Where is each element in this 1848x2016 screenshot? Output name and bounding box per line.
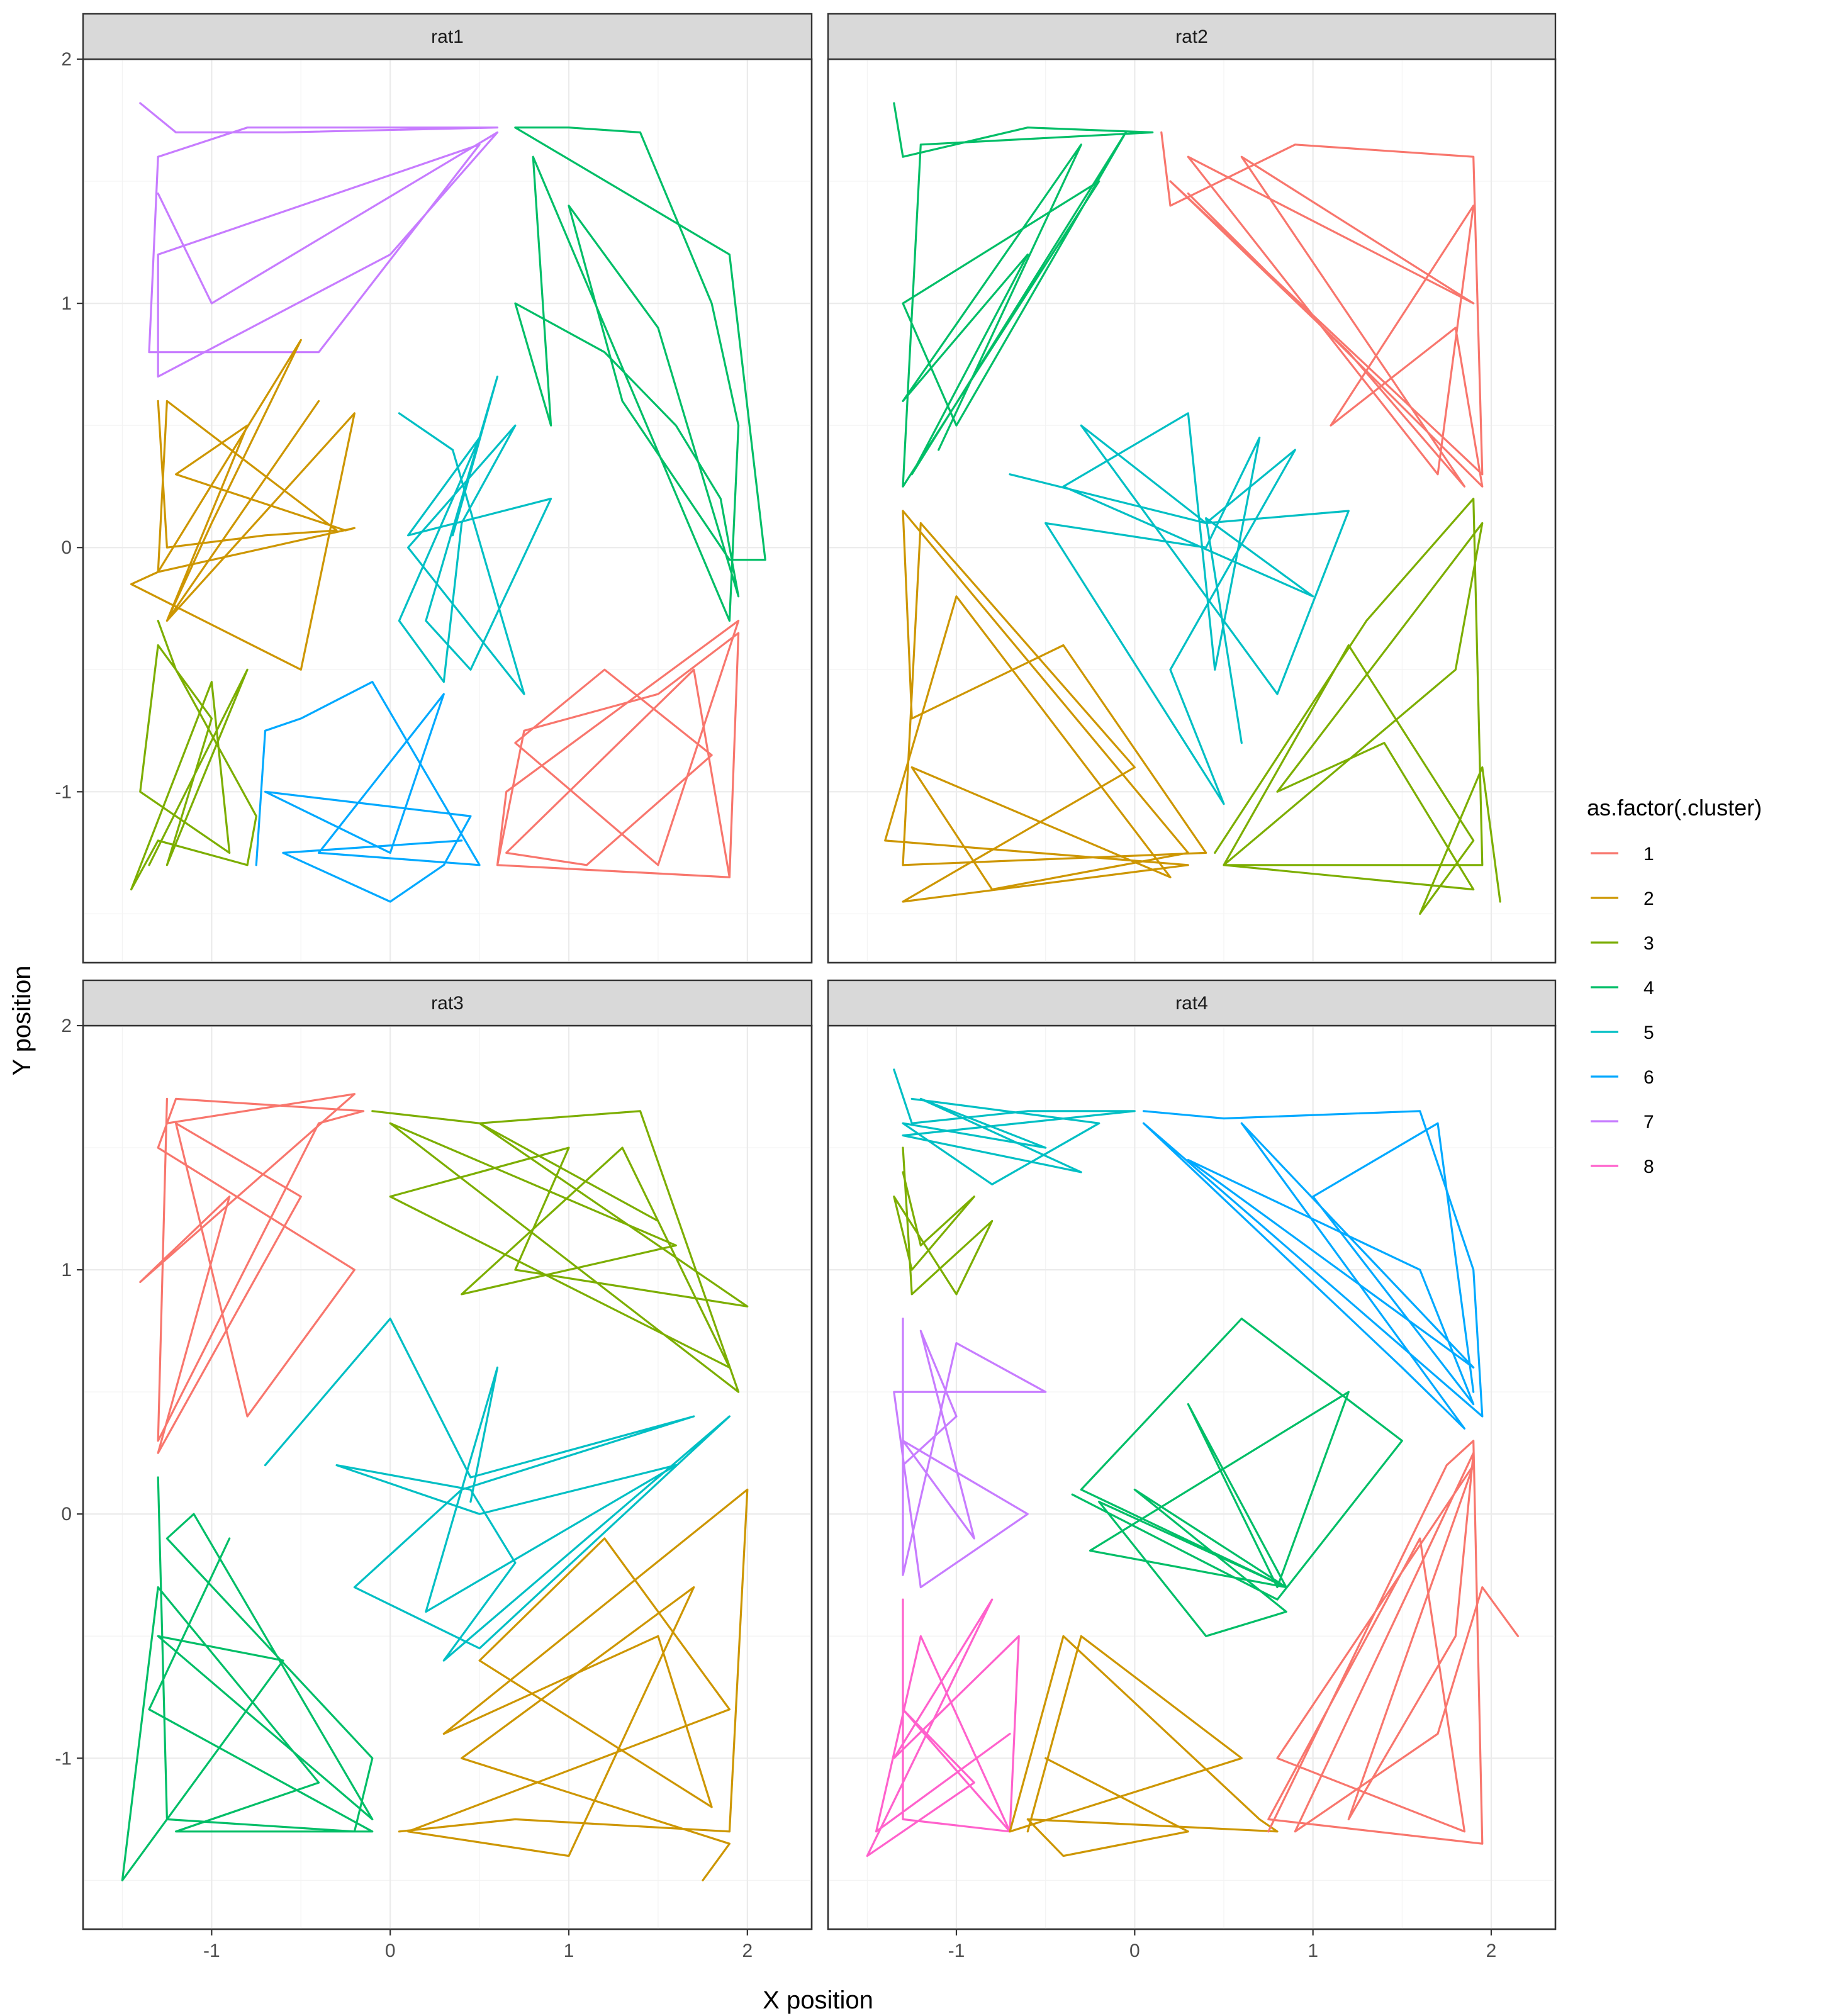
trace-cluster-6 (255, 681, 481, 903)
trace-cluster-4 (893, 102, 1154, 488)
x-axis-title: X position (763, 1986, 873, 2014)
facet-strip-label: rat3 (431, 993, 464, 1014)
x-tick-label: -1 (948, 1940, 965, 1961)
trace-cluster-3 (893, 1146, 994, 1296)
trace-cluster-4 (1071, 1318, 1403, 1637)
trace-cluster-5 (893, 1068, 1136, 1185)
legend-label: 2 (1644, 888, 1654, 909)
facet-rat3: rat3 (82, 979, 813, 1930)
legend-title: as.factor(.cluster) (1587, 795, 1762, 820)
legend-entry-6: 6 (1591, 1067, 1654, 1088)
traces (884, 102, 1501, 916)
trace-cluster-4 (514, 126, 766, 622)
trace-cluster-2 (1009, 1635, 1279, 1857)
y-tick-label: 2 (61, 1016, 72, 1036)
x-tick-label: -1 (203, 1940, 220, 1961)
y-tick-label: 1 (61, 1260, 72, 1280)
legend-entry-5: 5 (1591, 1022, 1654, 1043)
traces (130, 102, 766, 903)
legend: as.factor(.cluster) 1 2 3 4 5 6 7 8 (1587, 795, 1762, 1177)
axes: -1 0 1 2 -1 0 1 2 -1 0 1 2 -1 0 1 2 (55, 49, 1496, 1961)
traces (866, 1068, 1520, 1857)
facet-strip (82, 13, 813, 60)
x-tick-label: 0 (1129, 1940, 1140, 1961)
legend-label: 3 (1644, 933, 1654, 954)
legend-label: 5 (1644, 1022, 1654, 1043)
y-tick-label: -1 (55, 1748, 72, 1769)
trace-cluster-5 (398, 375, 552, 695)
legend-label: 4 (1644, 978, 1654, 999)
legend-label: 6 (1644, 1067, 1654, 1088)
facet-strip-label: rat2 (1175, 26, 1208, 47)
y-tick-label: -1 (55, 781, 72, 802)
facet-strip (827, 13, 1557, 60)
x-tick-label: 2 (742, 1940, 753, 1961)
trace-cluster-3 (130, 619, 257, 891)
x-tick-label: 1 (1308, 1940, 1318, 1961)
facet-strip (827, 979, 1557, 1027)
trace-cluster-1 (1267, 1440, 1520, 1845)
trace-cluster-7 (139, 102, 499, 378)
facet-strip-label: rat4 (1175, 993, 1208, 1014)
legend-label: 8 (1644, 1156, 1654, 1177)
legend-entry-4: 4 (1591, 978, 1654, 999)
facet-panels: rat1 rat2 rat3 rat4 (82, 13, 1557, 1930)
legend-entry-3: 3 (1591, 933, 1654, 954)
trace-cluster-1 (139, 1093, 365, 1454)
facet-rat4: rat4 (827, 979, 1557, 1930)
trace-cluster-2 (884, 510, 1207, 903)
panel-background (82, 1024, 813, 1930)
traces (121, 1093, 749, 1881)
facet-rat1: rat1 (82, 13, 813, 964)
facet-strip (82, 979, 813, 1027)
facet-rat2: rat2 (827, 13, 1557, 964)
y-tick-label: 0 (61, 537, 72, 558)
legend-entry-7: 7 (1591, 1112, 1654, 1133)
trace-cluster-5 (264, 1318, 731, 1662)
trace-cluster-2 (130, 339, 356, 671)
trace-cluster-1 (496, 619, 740, 878)
trace-cluster-5 (1009, 412, 1350, 805)
legend-label: 7 (1644, 1112, 1654, 1133)
gridlines (828, 58, 1555, 963)
legend-entry-2: 2 (1591, 888, 1654, 909)
facet-strip-label: rat1 (431, 26, 464, 47)
legend-label: 1 (1644, 844, 1654, 865)
trace-cluster-7 (893, 1318, 1047, 1589)
x-tick-label: 1 (564, 1940, 574, 1961)
trace-cluster-3 (371, 1110, 749, 1393)
y-tick-label: 2 (61, 49, 72, 70)
trace-cluster-6 (1142, 1110, 1484, 1430)
trace-cluster-4 (121, 1476, 374, 1881)
y-tick-label: 1 (61, 293, 72, 314)
legend-entry-1: 1 (1591, 844, 1654, 865)
y-axis-title: Y position (8, 966, 36, 1076)
x-tick-label: 2 (1486, 1940, 1497, 1961)
trace-cluster-1 (1160, 131, 1484, 488)
x-tick-label: 0 (385, 1940, 396, 1961)
trace-cluster-3 (1214, 497, 1501, 916)
legend-entry-8: 8 (1591, 1156, 1654, 1177)
trace-cluster-2 (398, 1488, 749, 1881)
y-tick-label: 0 (61, 1504, 72, 1525)
